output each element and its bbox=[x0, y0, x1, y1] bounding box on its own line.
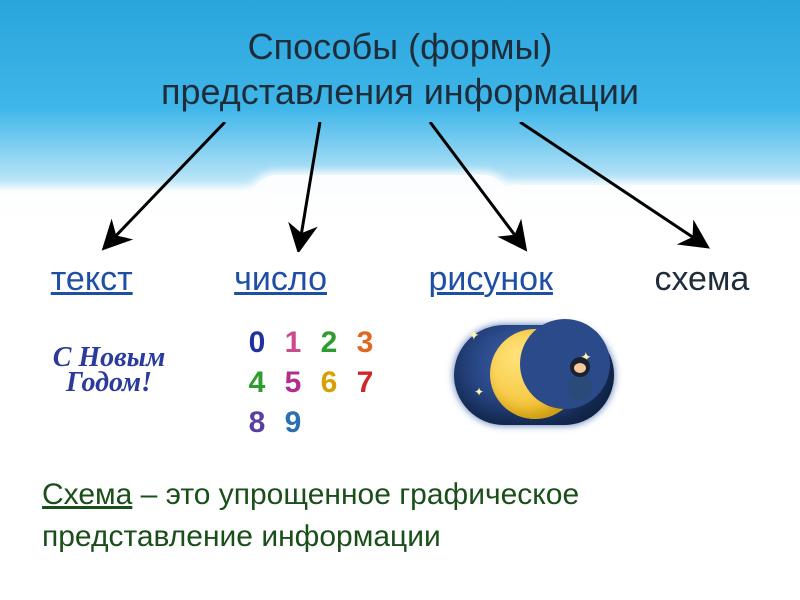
arrow-to-number bbox=[300, 122, 320, 242]
slide-root: Способы (формы) представления информации… bbox=[0, 0, 800, 600]
digits-grid: 0 1 2 3 4 5 6 7 8 9 bbox=[240, 324, 382, 442]
digit-2: 2 bbox=[312, 324, 346, 362]
title-line-2: представления информации bbox=[161, 71, 639, 112]
illustration-text: С Новым Годом! bbox=[24, 330, 194, 410]
illustration-numbers: 0 1 2 3 4 5 6 7 8 9 bbox=[236, 318, 386, 448]
branch-arrows bbox=[0, 122, 800, 252]
definition-term: Схема bbox=[42, 478, 132, 511]
script-text-icon: С Новым Годом! bbox=[53, 345, 166, 395]
sleeping-character-icon bbox=[558, 355, 600, 405]
digit-4: 4 bbox=[240, 364, 274, 402]
illustration-picture: ✦ bbox=[444, 310, 624, 450]
moon-scene-icon: ✦ bbox=[454, 315, 614, 445]
script-text-line2: Годом! bbox=[53, 370, 166, 395]
arrow-to-schema bbox=[520, 122, 700, 242]
definition-text: Схема – это упрощенное графическое предс… bbox=[42, 474, 758, 558]
branch-labels-row: текст число рисунок схема bbox=[0, 254, 800, 304]
digit-9: 9 bbox=[276, 404, 310, 442]
digit-8: 8 bbox=[240, 404, 274, 442]
digit-7: 7 bbox=[348, 364, 382, 402]
label-picture[interactable]: рисунок bbox=[428, 260, 552, 299]
digit-3: 3 bbox=[348, 324, 382, 362]
digit-0: 0 bbox=[240, 324, 274, 362]
label-number[interactable]: число bbox=[234, 260, 327, 299]
label-schema: схема bbox=[654, 260, 749, 299]
digit-5: 5 bbox=[276, 364, 310, 402]
label-text[interactable]: текст bbox=[51, 260, 133, 299]
arrow-to-picture bbox=[430, 122, 520, 242]
illustrations-row: С Новым Годом! 0 1 2 3 4 5 6 7 8 9 bbox=[0, 314, 800, 464]
slide-title: Способы (формы) представления информации bbox=[0, 24, 800, 114]
title-line-1: Способы (формы) bbox=[248, 26, 553, 67]
digit-1: 1 bbox=[276, 324, 310, 362]
digit-6: 6 bbox=[312, 364, 346, 402]
arrow-to-text bbox=[110, 122, 225, 242]
star-icon: ✦ bbox=[474, 385, 484, 399]
